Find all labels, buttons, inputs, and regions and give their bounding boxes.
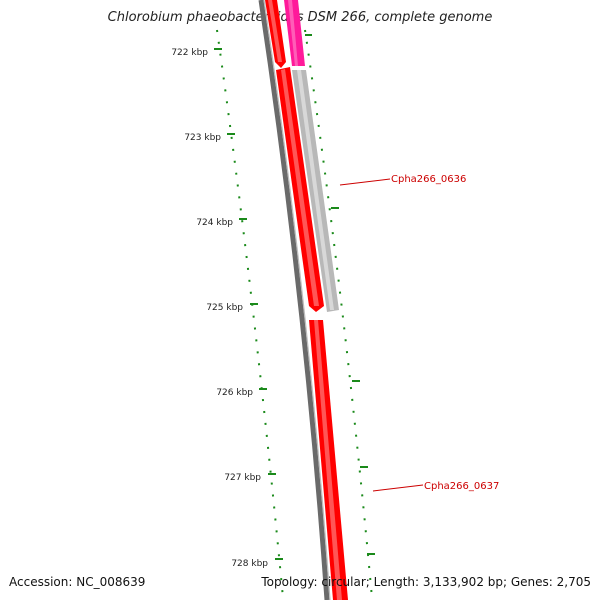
- gene-highlight: [297, 70, 334, 310]
- gene-labels: Cpha266_0636 Cpha266_0637: [339, 174, 499, 492]
- tick-label: 728 kbp: [231, 559, 268, 569]
- backbone-track: [258, 0, 331, 600]
- gene-highlight: [288, 0, 298, 66]
- genome-summary-text: Topology: circular; Length: 3,133,902 bp…: [261, 575, 591, 589]
- tick-label: 724 kbp: [196, 218, 233, 228]
- accession-text: Accession: NC_008639: [9, 575, 146, 589]
- major-ticks: [214, 48, 283, 560]
- gene-leader-line: [372, 484, 424, 492]
- genes-forward: [265, 0, 348, 600]
- tick-label: 725 kbp: [206, 303, 243, 313]
- tick-dots: [216, 29, 284, 599]
- gene-leader-line: [339, 178, 391, 186]
- tick-label: 727 kbp: [224, 473, 261, 483]
- outer-dotted-track: [304, 29, 375, 599]
- tick-label: 722 kbp: [171, 48, 208, 58]
- gene-highlight: [268, 0, 282, 62]
- gene-label[interactable]: Cpha266_0637: [424, 481, 499, 492]
- dotted-tick-track: [216, 29, 284, 599]
- tick-label: 726 kbp: [216, 388, 253, 398]
- tick-labels: 722 kbp 723 kbp 724 kbp 725 kbp 726 kbp …: [171, 48, 268, 569]
- backbone-highlight: [263, 0, 331, 600]
- backbone-line: [258, 0, 330, 600]
- gene-label[interactable]: Cpha266_0636: [391, 174, 466, 185]
- gene-highlight: [314, 320, 342, 600]
- genes-reverse: [284, 0, 339, 312]
- gene-highlight: [281, 69, 319, 306]
- tick-label: 723 kbp: [184, 133, 221, 143]
- map-title: Chlorobium phaeobacteroides DSM 266, com…: [107, 10, 493, 25]
